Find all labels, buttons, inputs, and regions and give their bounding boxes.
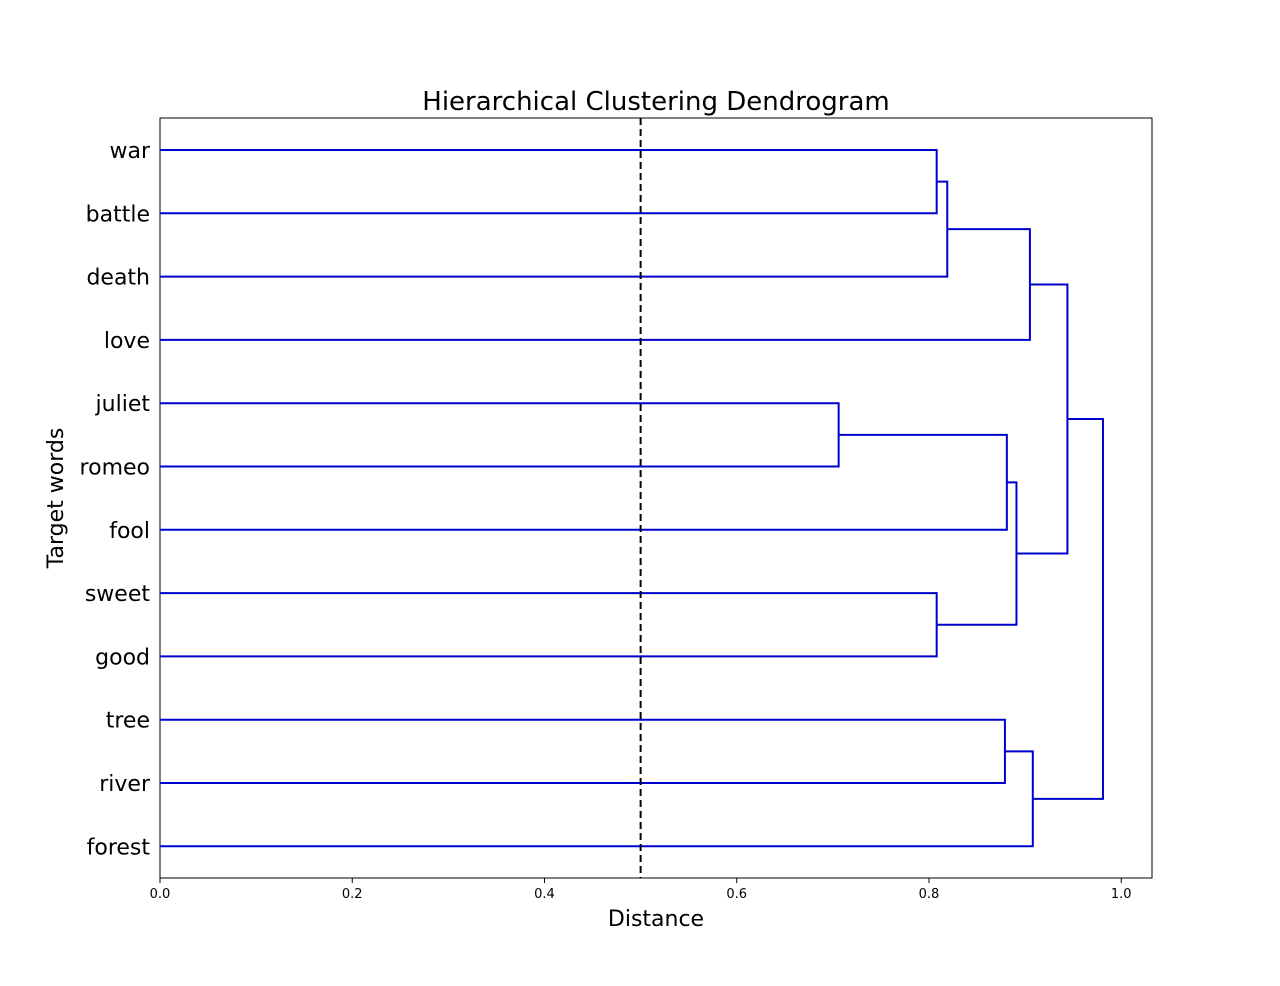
x-tick-label: 0.6 xyxy=(726,887,747,902)
leaf-label-good: good xyxy=(95,645,150,670)
link-merge-5 xyxy=(160,433,1008,531)
x-tick-label: 0.2 xyxy=(342,887,363,902)
leaf-label-juliet: juliet xyxy=(95,392,151,417)
leaf-label-death: death xyxy=(86,266,150,291)
link-merge-3 xyxy=(160,718,1006,784)
leaf-label-forest: forest xyxy=(87,835,151,860)
link-merge-7 xyxy=(160,750,1034,848)
link-merge-6 xyxy=(936,481,1018,626)
x-axis-ticks: 0.0 0.2 0.4 0.6 0.8 1.0 xyxy=(150,878,1132,902)
dendrogram-links xyxy=(160,149,1104,848)
link-merge-4 xyxy=(160,180,949,278)
plot-frame xyxy=(159,117,1153,879)
leaf-label-love: love xyxy=(104,329,150,354)
x-tick-label: 0.8 xyxy=(919,887,940,902)
leaf-label-sweet: sweet xyxy=(85,582,151,607)
link-merge-10 xyxy=(1032,418,1104,800)
leaf-labels: war battle death love juliet romeo fool sweet go… xyxy=(80,139,151,860)
leaf-label-battle: battle xyxy=(86,202,150,227)
x-axis-label: Distance xyxy=(608,907,704,932)
link-merge-2 xyxy=(160,592,938,658)
leaf-label-romeo: romeo xyxy=(80,456,150,481)
leaf-label-tree: tree xyxy=(106,709,150,734)
leaf-label-river: river xyxy=(99,772,151,797)
link-merge-1 xyxy=(160,402,840,468)
leaf-label-war: war xyxy=(109,139,150,164)
link-merge-0 xyxy=(160,149,938,215)
x-tick-label: 1.0 xyxy=(1111,887,1132,902)
x-tick-label: 0.4 xyxy=(534,887,555,902)
chart-title: Hierarchical Clustering Dendrogram xyxy=(422,87,889,117)
link-merge-8 xyxy=(160,228,1031,341)
x-tick-label: 0.0 xyxy=(150,887,171,902)
leaf-label-fool: fool xyxy=(109,519,150,544)
link-merge-9 xyxy=(1016,283,1069,555)
y-axis-label: Target words xyxy=(44,428,69,570)
